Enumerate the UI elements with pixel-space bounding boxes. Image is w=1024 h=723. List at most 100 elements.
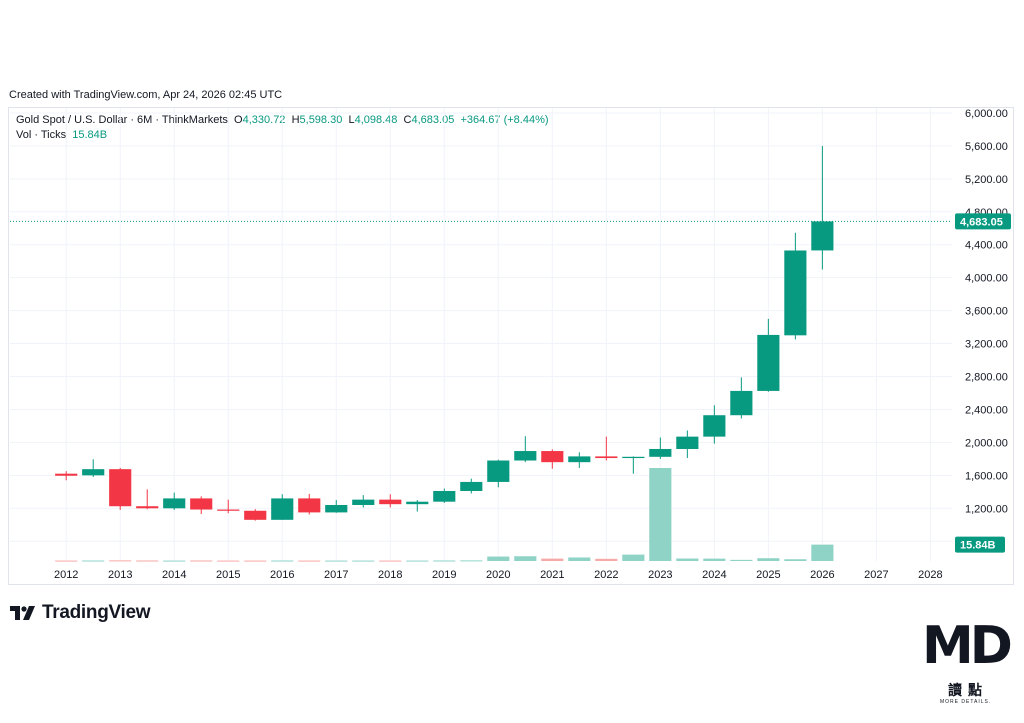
x-tick-label-2: 2014 [162, 569, 186, 581]
volume-bar-2 [109, 560, 132, 562]
md-logo: MD 讀點 MORE DETAILS. [920, 616, 1016, 715]
x-tick-label-5: 2017 [324, 569, 348, 581]
candle-body-15 [460, 481, 483, 491]
y-tick-label-5: 2,800.00 [965, 372, 1008, 384]
x-tick-label-8: 2020 [486, 569, 510, 581]
x-axis[interactable]: 2012 2013 2014 2015 2016 2017 2018 2019 2020 2021… [54, 569, 943, 581]
tradingview-logo[interactable]: TradingView [10, 602, 151, 624]
volume-bar-8 [271, 560, 294, 562]
candle-body-18 [541, 451, 564, 463]
x-tick-label-0: 2012 [54, 569, 78, 581]
md-logo-chinese: 讀點 [948, 683, 988, 699]
candle-body-2 [109, 469, 132, 507]
x-tick-label-9: 2021 [540, 569, 564, 581]
y-tick-label-13: 6,000.00 [965, 108, 1008, 120]
candle-body-11 [352, 499, 375, 505]
volume-bar-9 [298, 560, 321, 562]
change-value: +364.67 (+8.44%) [460, 114, 549, 126]
y-tick-label-4: 2,400.00 [965, 404, 1008, 416]
candle-body-1 [82, 469, 105, 476]
x-tick-label-6: 2018 [378, 569, 402, 581]
candle-body-8 [271, 498, 294, 520]
last-volume-tag: 15.84B [955, 536, 1005, 553]
ohlc-header: Gold Spot / U.S. Dollar · 6M · ThinkMark… [16, 114, 549, 126]
volume-header: Vol · Ticks 15.84B [16, 129, 107, 141]
volume-bar-15 [460, 560, 483, 562]
candle-body-25 [730, 390, 753, 416]
symbol-label[interactable]: Gold Spot / U.S. Dollar · 6M · ThinkMark… [16, 114, 228, 126]
candle-body-9 [298, 498, 321, 513]
volume-bar-27 [784, 559, 807, 561]
candle-body-5 [190, 498, 213, 510]
candle-body-13 [406, 501, 429, 505]
volume-bar-26 [757, 558, 780, 561]
md-logo-tagline: MORE DETAILS. [940, 699, 992, 705]
x-tick-label-11: 2023 [648, 569, 672, 581]
volume-bar-13 [406, 560, 429, 562]
x-tick-label-7: 2019 [432, 569, 456, 581]
volume-bars [55, 468, 834, 562]
volume-bar-1 [82, 560, 105, 562]
candle-body-3 [136, 506, 159, 509]
volume-bar-18 [541, 558, 564, 561]
candle-body-4 [163, 498, 186, 509]
candle-body-22 [649, 448, 672, 457]
tradingview-wordmark: TradingView [42, 602, 151, 623]
volume-bar-0 [55, 560, 78, 562]
x-tick-label-4: 2016 [270, 569, 294, 581]
y-axis[interactable]: 800.001,200.001,600.002,000.002,400.002,… [965, 108, 1008, 548]
candle-body-21 [622, 456, 645, 459]
open-label: O [234, 114, 243, 126]
x-tick-label-16: 2028 [918, 569, 942, 581]
high-label: H [291, 114, 300, 126]
candle-body-26 [757, 334, 780, 391]
volume-bar-23 [676, 558, 699, 561]
x-tick-label-12: 2024 [702, 569, 726, 581]
low-value: 4,098.48 [354, 114, 398, 126]
candle-body-19 [568, 456, 591, 463]
candle-body-16 [487, 460, 510, 482]
close-value: 4,683.05 [411, 114, 455, 126]
volume-bar-10 [325, 560, 348, 562]
created-with-text: Created with TradingView.com, Apr 24, 20… [9, 89, 283, 101]
volume-bar-21 [622, 554, 645, 561]
tradingview-logo-icon [10, 606, 35, 620]
chart-frame[interactable] [8, 107, 1014, 585]
candles [55, 146, 834, 521]
volume-bar-14 [433, 560, 456, 562]
volume-bar-7 [244, 560, 267, 562]
y-tick-label-9: 4,400.00 [965, 240, 1008, 252]
candle-body-6 [217, 509, 240, 511]
y-tick-label-12: 5,600.00 [965, 141, 1008, 153]
candle-body-7 [244, 510, 267, 520]
volume-bar-16 [487, 556, 510, 561]
candle-body-17 [514, 451, 537, 461]
volume-bar-17 [514, 556, 537, 561]
candle-body-27 [784, 250, 807, 336]
x-tick-label-13: 2025 [756, 569, 780, 581]
volume-bar-19 [568, 557, 591, 561]
volume-bar-22 [649, 468, 672, 561]
volume-label[interactable]: Vol · Ticks [16, 129, 67, 141]
y-tick-label-11: 5,200.00 [965, 174, 1008, 186]
volume-bar-28 [811, 544, 834, 561]
y-tick-label-8: 4,000.00 [965, 273, 1008, 285]
volume-value: 15.84B [72, 129, 108, 141]
candle-body-23 [676, 436, 699, 449]
x-tick-label-15: 2027 [864, 569, 888, 581]
volume-bar-12 [379, 560, 402, 562]
close-label: C [403, 114, 412, 126]
last-volume-label: 15.84B [960, 540, 996, 552]
x-tick-label-1: 2013 [108, 569, 132, 581]
candle-body-24 [703, 415, 726, 437]
volume-bar-25 [730, 559, 753, 561]
x-tick-label-3: 2015 [216, 569, 240, 581]
grid-lines [10, 108, 952, 561]
candle-body-20 [595, 456, 618, 459]
y-tick-label-2: 1,600.00 [965, 470, 1008, 482]
volume-bar-6 [217, 560, 240, 562]
high-value: 5,598.30 [299, 114, 343, 126]
x-tick-label-10: 2022 [594, 569, 618, 581]
candle-body-0 [55, 473, 78, 476]
